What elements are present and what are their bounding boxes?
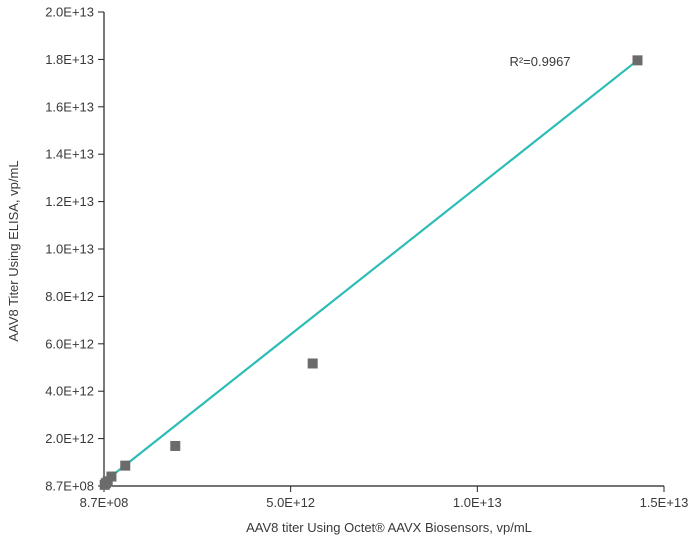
y-tick-label: 1.2E+13 <box>45 194 94 209</box>
y-tick-label: 8.7E+08 <box>45 479 94 494</box>
data-point <box>307 358 318 369</box>
r-squared-annotation: R²=0.9967 <box>509 54 570 69</box>
axes: 8.7E+08 2.0E+12 4.0E+12 6.0E+12 8.0E+12 1.0E+… <box>45 5 688 511</box>
data-point <box>106 471 117 482</box>
x-tick-label: 1.5E+13 <box>640 495 689 510</box>
y-axis-title: AAV8 Titer Using ELISA, vp/mL <box>6 160 21 341</box>
y-tick-label: 1.0E+13 <box>45 242 94 257</box>
x-tick-label: 8.7E+08 <box>80 495 129 510</box>
y-tick-label: 8.0E+12 <box>45 289 94 304</box>
y-tick-label: 6.0E+12 <box>45 336 94 351</box>
trendline-group <box>103 59 639 483</box>
x-tick-label: 1.0E+13 <box>453 495 502 510</box>
y-tick-label: 1.6E+13 <box>45 99 94 114</box>
x-tick-label: 5.0E+12 <box>266 495 315 510</box>
y-tick-label: 1.8E+13 <box>45 52 94 67</box>
data-point <box>632 55 643 66</box>
data-point <box>170 440 181 451</box>
x-axis-title: AAV8 titer Using Octet® AAVX Biosensors,… <box>246 520 532 535</box>
trendline <box>103 59 639 483</box>
data-point <box>120 460 131 471</box>
chart-labels: AAV8 titer Using Octet® AAVX Biosensors,… <box>6 54 571 535</box>
y-tick-label: 4.0E+12 <box>45 384 94 399</box>
data-points <box>99 55 643 490</box>
y-tick-label: 2.0E+12 <box>45 431 94 446</box>
y-tick-label: 1.4E+13 <box>45 147 94 162</box>
y-tick-label: 2.0E+13 <box>45 5 94 20</box>
